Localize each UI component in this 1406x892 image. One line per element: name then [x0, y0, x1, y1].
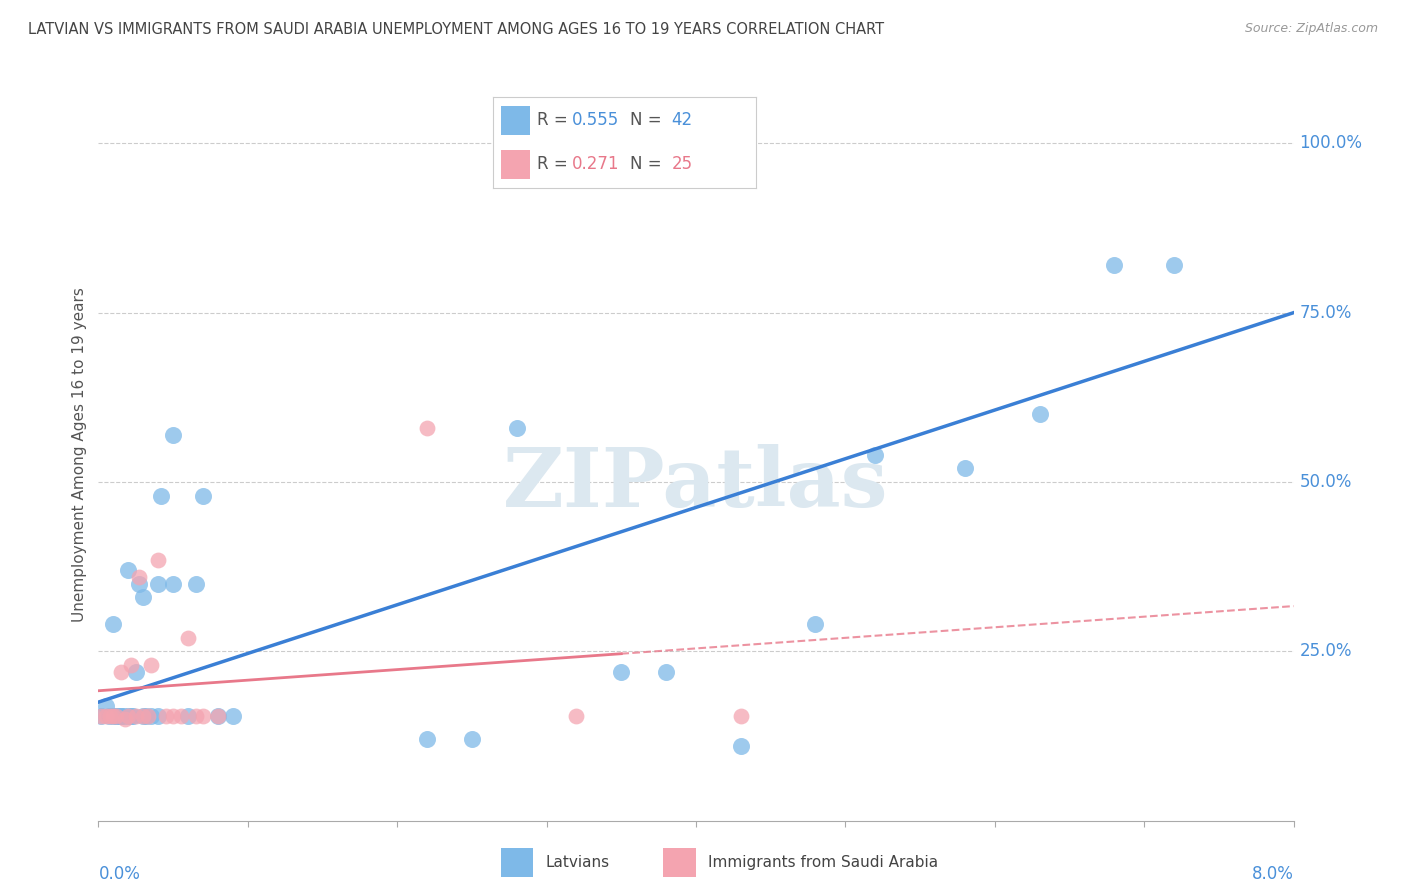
- Point: [132, 708, 155, 723]
- Point: [136, 708, 159, 723]
- Text: Source: ZipAtlas.com: Source: ZipAtlas.com: [1244, 22, 1378, 36]
- Point: [655, 665, 678, 679]
- Point: [132, 708, 155, 723]
- Point: [169, 708, 191, 723]
- Point: [222, 708, 245, 723]
- Text: 0.0%: 0.0%: [98, 864, 141, 882]
- Point: [125, 708, 148, 723]
- Point: [105, 708, 128, 723]
- Text: 100.0%: 100.0%: [1299, 135, 1362, 153]
- Point: [107, 708, 129, 723]
- Point: [207, 708, 229, 723]
- Point: [105, 708, 128, 723]
- Point: [139, 708, 162, 723]
- Point: [125, 665, 148, 679]
- Point: [98, 708, 122, 723]
- Point: [416, 421, 439, 435]
- Point: [128, 570, 150, 584]
- Point: [184, 708, 207, 723]
- Text: ZIPatlas: ZIPatlas: [503, 444, 889, 524]
- Point: [730, 708, 752, 723]
- Text: 50.0%: 50.0%: [1299, 473, 1353, 491]
- Point: [90, 708, 112, 723]
- Point: [150, 489, 173, 503]
- Point: [117, 708, 139, 723]
- Point: [132, 590, 155, 604]
- Point: [90, 708, 112, 723]
- Point: [565, 708, 588, 723]
- Point: [97, 708, 120, 723]
- Point: [94, 698, 117, 713]
- Point: [177, 708, 200, 723]
- Text: 8.0%: 8.0%: [1251, 864, 1294, 882]
- Point: [207, 708, 229, 723]
- Point: [177, 631, 200, 645]
- Point: [103, 708, 125, 723]
- Point: [120, 657, 142, 672]
- Point: [162, 427, 184, 442]
- Point: [148, 708, 170, 723]
- Text: 25.0%: 25.0%: [1299, 642, 1353, 660]
- Point: [120, 708, 142, 723]
- Point: [139, 657, 162, 672]
- Point: [117, 708, 139, 723]
- Point: [103, 708, 125, 723]
- Point: [148, 576, 170, 591]
- Point: [94, 708, 117, 723]
- Point: [110, 665, 132, 679]
- Point: [121, 708, 143, 723]
- Point: [191, 489, 214, 503]
- Point: [112, 708, 135, 723]
- Y-axis label: Unemployment Among Ages 16 to 19 years: Unemployment Among Ages 16 to 19 years: [72, 287, 87, 623]
- Point: [610, 665, 633, 679]
- Point: [128, 576, 150, 591]
- Text: 75.0%: 75.0%: [1299, 303, 1353, 322]
- Point: [103, 617, 125, 632]
- Point: [162, 576, 184, 591]
- Point: [863, 448, 886, 462]
- Point: [730, 739, 752, 753]
- Point: [162, 708, 184, 723]
- Point: [506, 421, 529, 435]
- Point: [804, 617, 827, 632]
- Point: [1028, 407, 1050, 421]
- Point: [953, 461, 976, 475]
- Point: [191, 708, 214, 723]
- Point: [1163, 258, 1185, 272]
- Text: LATVIAN VS IMMIGRANTS FROM SAUDI ARABIA UNEMPLOYMENT AMONG AGES 16 TO 19 YEARS C: LATVIAN VS IMMIGRANTS FROM SAUDI ARABIA …: [28, 22, 884, 37]
- Point: [148, 553, 170, 567]
- Point: [114, 712, 136, 726]
- Point: [135, 708, 157, 723]
- Point: [110, 708, 132, 723]
- Point: [110, 708, 132, 723]
- Point: [416, 732, 439, 747]
- Point: [1102, 258, 1125, 272]
- Point: [117, 563, 139, 577]
- Point: [155, 708, 177, 723]
- Point: [461, 732, 484, 747]
- Point: [184, 576, 207, 591]
